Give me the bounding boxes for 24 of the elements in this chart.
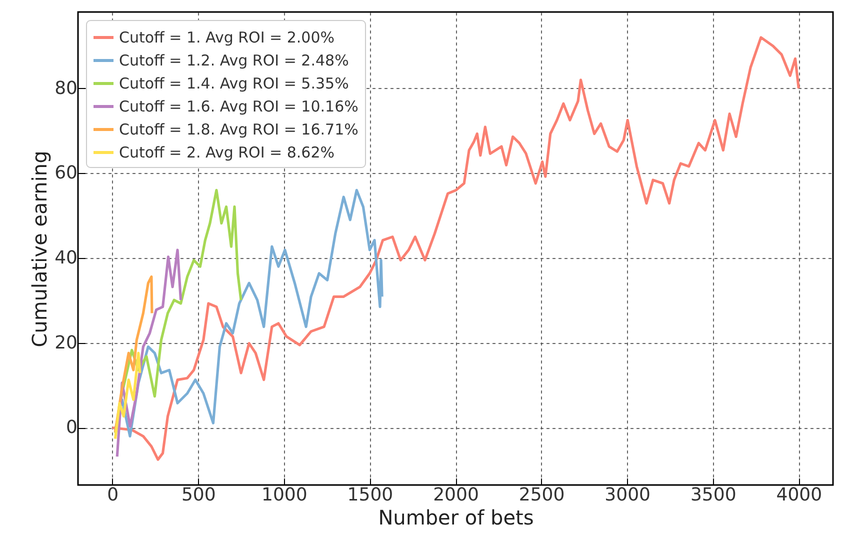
legend-label: Cutoff = 1.6. Avg ROI = 10.16%: [119, 98, 358, 116]
legend-label: Cutoff = 1.2. Avg ROI = 2.48%: [119, 52, 349, 70]
y-axis-title: Cumulative earning: [28, 150, 52, 348]
line-series: [114, 352, 142, 440]
x-axis-title: Number of bets: [378, 506, 534, 530]
y-tick-label: 0: [66, 417, 78, 438]
x-tick-label: 1500: [347, 484, 394, 506]
x-tick-label: 0: [107, 484, 119, 506]
line-series: [114, 188, 384, 438]
x-tick-label: 3500: [690, 484, 736, 506]
x-tick-label: 1000: [262, 484, 308, 506]
y-tick-label: 80: [54, 78, 78, 99]
legend-label: Cutoff = 1.8. Avg ROI = 16.71%: [119, 120, 358, 138]
x-tick-label: 500: [181, 484, 216, 506]
x-tick-label: 4000: [776, 484, 822, 506]
y-tick-label: 40: [54, 248, 78, 269]
y-tick-label: 20: [54, 332, 78, 354]
legend-label: Cutoff = 2. Avg ROI = 8.62%: [119, 144, 335, 162]
y-tick-label: 60: [54, 162, 78, 184]
x-tick-label: 2000: [433, 484, 479, 506]
x-tick-label: 2500: [518, 484, 565, 506]
x-tick-label: 3000: [604, 484, 650, 506]
legend-label: Cutoff = 1.4. Avg ROI = 5.35%: [119, 74, 349, 92]
legend-label: Cutoff = 1. Avg ROI = 2.00%: [119, 28, 335, 46]
